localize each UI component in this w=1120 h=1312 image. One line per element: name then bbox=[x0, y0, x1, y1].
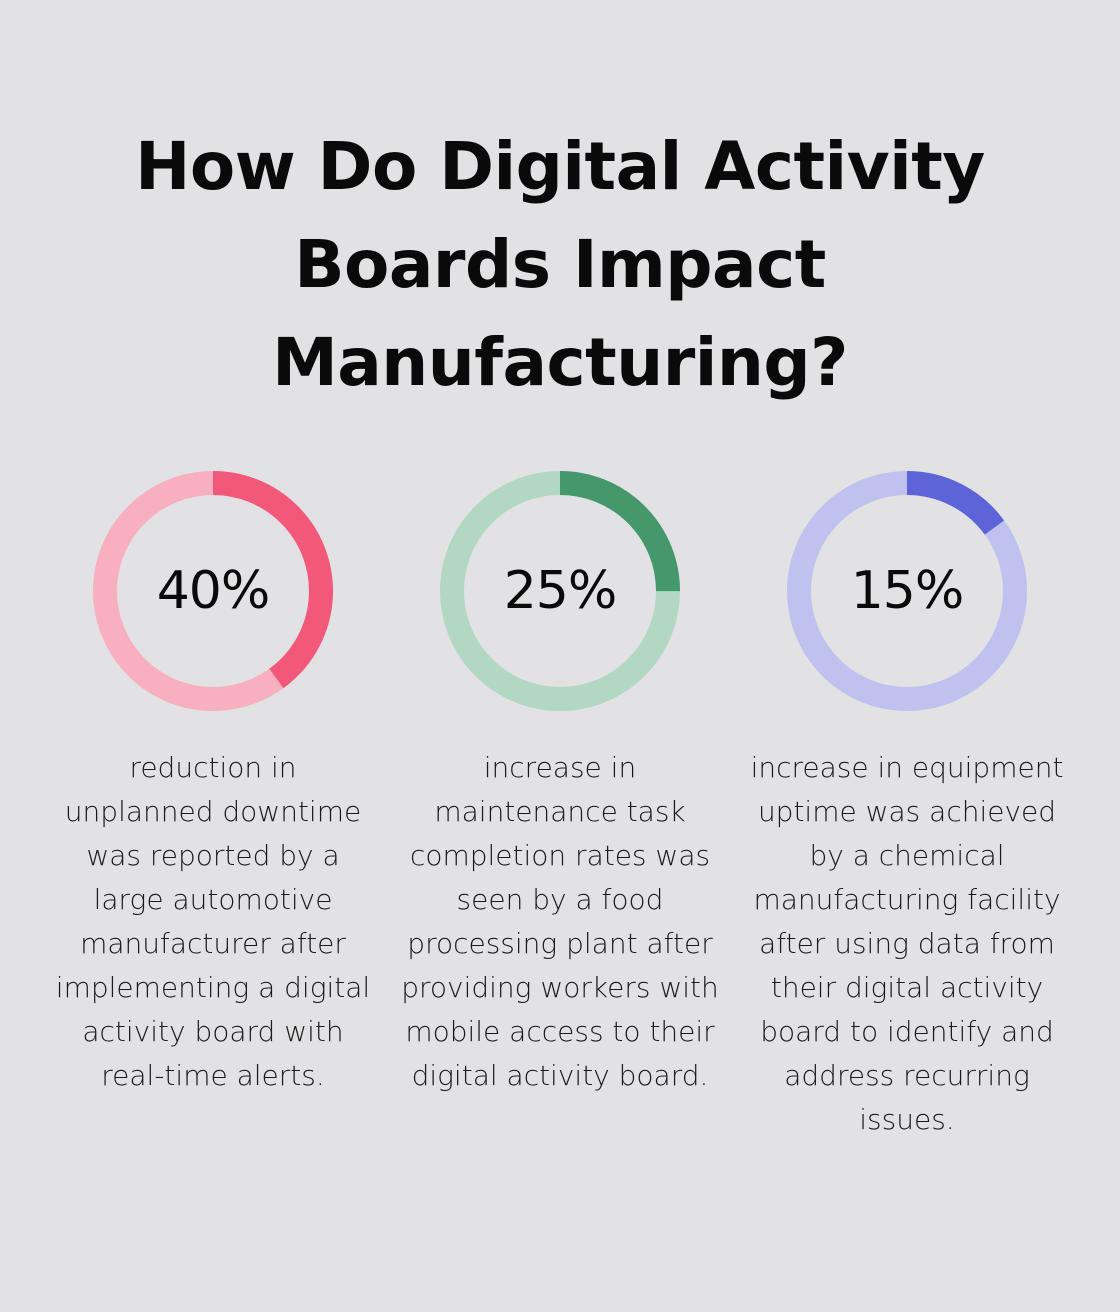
donut-arc-2 bbox=[440, 471, 680, 711]
donut-arc-1 bbox=[93, 471, 333, 711]
stat-description-1: reduction in unplanned downtime was repo… bbox=[55, 751, 371, 1092]
title-line-1: How Do Digital Activity bbox=[135, 128, 985, 205]
donut-svg-2 bbox=[440, 471, 680, 711]
stat-value-3: 15% bbox=[850, 561, 965, 621]
stat-card-2: 25% increase in maintenance task complet… bbox=[395, 470, 725, 1098]
stat-value-1: 40% bbox=[156, 561, 271, 621]
stat-value-2: 25% bbox=[503, 561, 618, 621]
stat-description-3: increase in equipment uptime was achieve… bbox=[750, 751, 1064, 1136]
donut-chart-3: 15% bbox=[786, 470, 1028, 712]
title-line-3: Manufacturing? bbox=[272, 324, 848, 401]
donut-svg-3 bbox=[787, 471, 1027, 711]
title-line-2: Boards Impact bbox=[294, 226, 826, 303]
donut-chart-1: 40% bbox=[92, 470, 334, 712]
donut-chart-2: 25% bbox=[439, 470, 681, 712]
page-title: How Do Digital Activity Boards Impact Ma… bbox=[0, 118, 1120, 412]
stat-description-2: increase in maintenance task completion … bbox=[401, 751, 719, 1092]
stat-card-1: 40% reduction in unplanned downtime was … bbox=[48, 470, 378, 1098]
donut-svg-1 bbox=[93, 471, 333, 711]
donut-arc-3 bbox=[787, 471, 1027, 711]
stat-card-3: 15% increase in equipment uptime was ach… bbox=[742, 470, 1072, 1142]
